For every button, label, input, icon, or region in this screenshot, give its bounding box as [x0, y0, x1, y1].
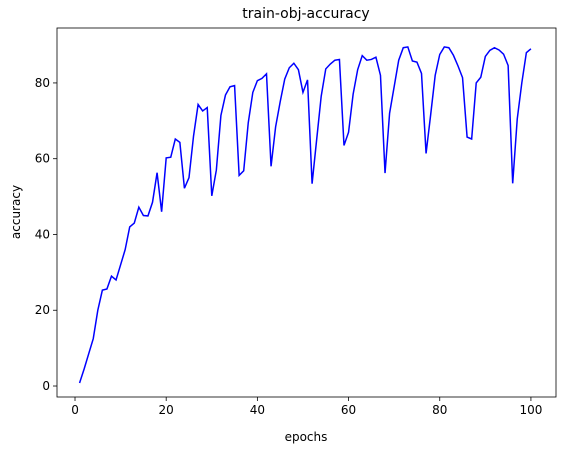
axes-frame — [56, 27, 557, 398]
x-tick-label: 0 — [71, 403, 79, 417]
x-axis-label: epochs — [285, 430, 328, 444]
chart-title: train-obj-accuracy — [242, 6, 369, 22]
y-tick-label: 40 — [35, 227, 50, 241]
x-tick-label: 40 — [250, 403, 265, 417]
x-tick-label: 100 — [519, 403, 542, 417]
y-tick-label: 60 — [35, 152, 50, 166]
y-axis-label: accuracy — [9, 185, 23, 239]
x-tick-label: 60 — [341, 403, 356, 417]
y-tick-label: 80 — [35, 76, 50, 90]
y-tick-label: 20 — [35, 303, 50, 317]
data-line — [78, 46, 532, 384]
y-tick-label: 0 — [42, 379, 50, 393]
x-tick-label: 20 — [159, 403, 174, 417]
x-tick-label: 80 — [432, 403, 447, 417]
